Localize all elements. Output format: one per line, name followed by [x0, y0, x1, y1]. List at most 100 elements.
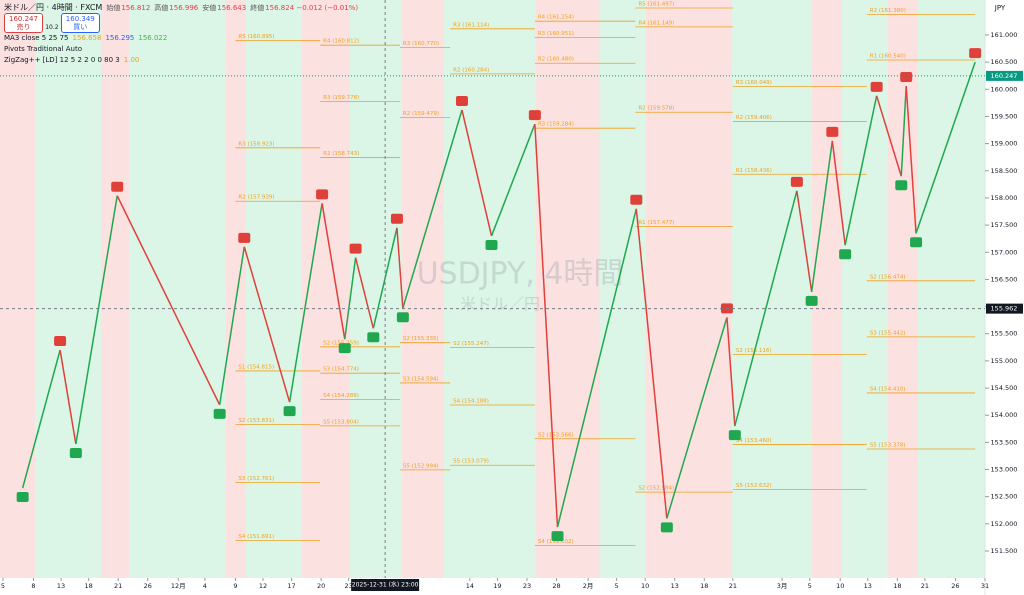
- y-tick-label: 160.500: [991, 58, 1018, 66]
- indicator-value: 1.00: [123, 56, 140, 64]
- x-tick-label: 31: [981, 582, 989, 590]
- pivot-label: R2 (160.284): [453, 67, 489, 73]
- crosshair-x-badge: [351, 579, 420, 591]
- swing-high-marker: [870, 81, 883, 92]
- x-tick-label: 10: [836, 582, 844, 590]
- x-tick-label: 12: [259, 582, 267, 590]
- x-tick-label: 17: [287, 582, 295, 590]
- zigzag-segment: [905, 85, 917, 234]
- last-price-label: 160.247: [991, 72, 1018, 80]
- pivot-label: R2 (158.743): [323, 151, 359, 157]
- pivot-label: R3 (159.284): [538, 122, 574, 128]
- swing-low-marker: [551, 531, 564, 542]
- indicator-name: ZigZag++ [LD] 12 5 2 2 0 0 80 3: [4, 56, 120, 64]
- legend-panel: 米ドル／円 · 4時間 · FXCM 始値156.812 高値156.996 安値15…: [4, 2, 358, 66]
- y-tick-label: 158.500: [991, 167, 1018, 175]
- crosshair-x-label: 2025-12-31 (水) 23:00: [352, 581, 419, 589]
- y-tick-label: 151.500: [991, 547, 1018, 555]
- indicator-value: 156.295: [105, 34, 135, 42]
- price-axis: [985, 0, 1024, 595]
- pivot-label: S4 (153.460): [736, 438, 772, 444]
- y-tick-label: 153.500: [991, 438, 1018, 446]
- indicator-row: ZigZag++ [LD] 12 5 2 2 0 0 80 3 1.00: [4, 55, 358, 66]
- swing-low-marker: [895, 180, 908, 191]
- buy-button[interactable]: 160.349 買い: [60, 13, 100, 33]
- ohlc-value: 156.996: [169, 4, 199, 12]
- pivot-label: R4 (161.254): [538, 15, 574, 21]
- y-tick-label: 160.000: [991, 85, 1018, 93]
- ohlc-value: 156.812: [121, 4, 151, 12]
- swing-low-marker: [485, 239, 498, 250]
- y-tick-label: 155.000: [991, 357, 1018, 365]
- pivot-label: S3 (154.594): [403, 376, 439, 382]
- ohlc-label: 安値: [202, 4, 217, 12]
- ohlc: 始値156.812 高値156.996 安値156.643 終値156.824: [102, 4, 294, 12]
- pivot-label: S4 (151.691): [238, 534, 274, 540]
- swing-high-marker: [390, 213, 403, 224]
- y-tick-label: 161.000: [991, 31, 1018, 39]
- zigzag-segment: [396, 227, 404, 309]
- swing-high-marker: [455, 95, 468, 106]
- pivot-label: R1 (158.436): [736, 168, 772, 174]
- crosshair-y-badge: [986, 303, 1023, 314]
- y-tick-label: 159.000: [991, 140, 1018, 148]
- pivot-label: S2 (152.584): [638, 486, 674, 492]
- x-tick-label: 8: [31, 582, 35, 590]
- pivot-label: S5 (153.804): [323, 419, 359, 425]
- swing-high-marker: [111, 181, 124, 192]
- swing-low-marker: [396, 312, 409, 323]
- pivot-label: S4 (154.410): [870, 386, 906, 392]
- x-tick-label: 9: [233, 582, 237, 590]
- watermark: USDJPY, 4時間: [417, 257, 624, 292]
- symbol-row: 米ドル／円 · 4時間 · FXCM 始値156.812 高値156.996 安値15…: [4, 2, 358, 13]
- trade-row: 160.247 売り 10.2 160.349 買い: [4, 13, 358, 33]
- x-tick-label: 19: [493, 582, 501, 590]
- pivot-label: S5 (153.079): [453, 459, 489, 465]
- indicator-name: Pivots Traditional Auto: [4, 45, 82, 53]
- sell-button[interactable]: 160.247 売り: [4, 13, 43, 33]
- x-tick-label: 20: [317, 582, 325, 590]
- x-tick-label: 23: [523, 582, 531, 590]
- zigzag-segment: [556, 208, 638, 528]
- zigzag-segment: [344, 257, 357, 340]
- pivot-label: S2 (155.335): [403, 336, 439, 342]
- pivot-label: S2 (156.474): [870, 274, 906, 280]
- x-tick-label: 10: [641, 582, 649, 590]
- sell-price: 160.247: [9, 15, 38, 23]
- session-bands: [0, 0, 985, 578]
- zigzag-segment: [116, 195, 221, 406]
- swing-high-marker: [790, 176, 803, 187]
- x-tick-label: 18: [893, 582, 901, 590]
- y-tick-label: 157.500: [991, 221, 1018, 229]
- plot: R5 (160.895) R3 (158.923) R2 (157.939) S1 (…: [16, 1, 982, 546]
- y-tick-label: 152.500: [991, 493, 1018, 501]
- indicator-row: Pivots Traditional Auto: [4, 44, 358, 55]
- swing-high-marker: [969, 48, 982, 59]
- swing-low-marker: [338, 343, 351, 354]
- zigzag-segment: [844, 95, 878, 246]
- pivot-label: R5 (161.497): [638, 1, 674, 7]
- swing-low-marker: [69, 447, 82, 458]
- x-tick-label: 5: [1, 582, 5, 590]
- currency: JPY: [994, 4, 1006, 12]
- indicator-row: MA3 close 5 25 75 156.658 156.295 156.022: [4, 33, 358, 44]
- time-axis: [0, 578, 985, 595]
- zigzag-segment: [321, 203, 346, 340]
- pivot-label: S2 (155.116): [736, 348, 772, 354]
- pivot-label: S2 (153.566): [538, 432, 574, 438]
- zigzag-segment: [75, 195, 118, 445]
- pivot-label: R3 (160.951): [538, 31, 574, 37]
- swing-low-marker: [213, 408, 226, 419]
- buy-label: 買い: [73, 23, 88, 31]
- ohlc-value: 156.824: [265, 4, 295, 12]
- pivot-label: S1 (154.815): [238, 364, 274, 370]
- ohlc-label: 始値: [106, 4, 121, 12]
- pivot-label: S3 (152.761): [238, 476, 274, 482]
- pivot-label: R5 (160.895): [238, 34, 274, 40]
- x-tick-label: 23: [345, 582, 353, 590]
- x-tick-label: 18: [85, 582, 93, 590]
- zigzag-segment: [354, 257, 375, 329]
- zigzag-segment: [59, 349, 77, 445]
- pivot-label: S5 (153.378): [870, 442, 906, 448]
